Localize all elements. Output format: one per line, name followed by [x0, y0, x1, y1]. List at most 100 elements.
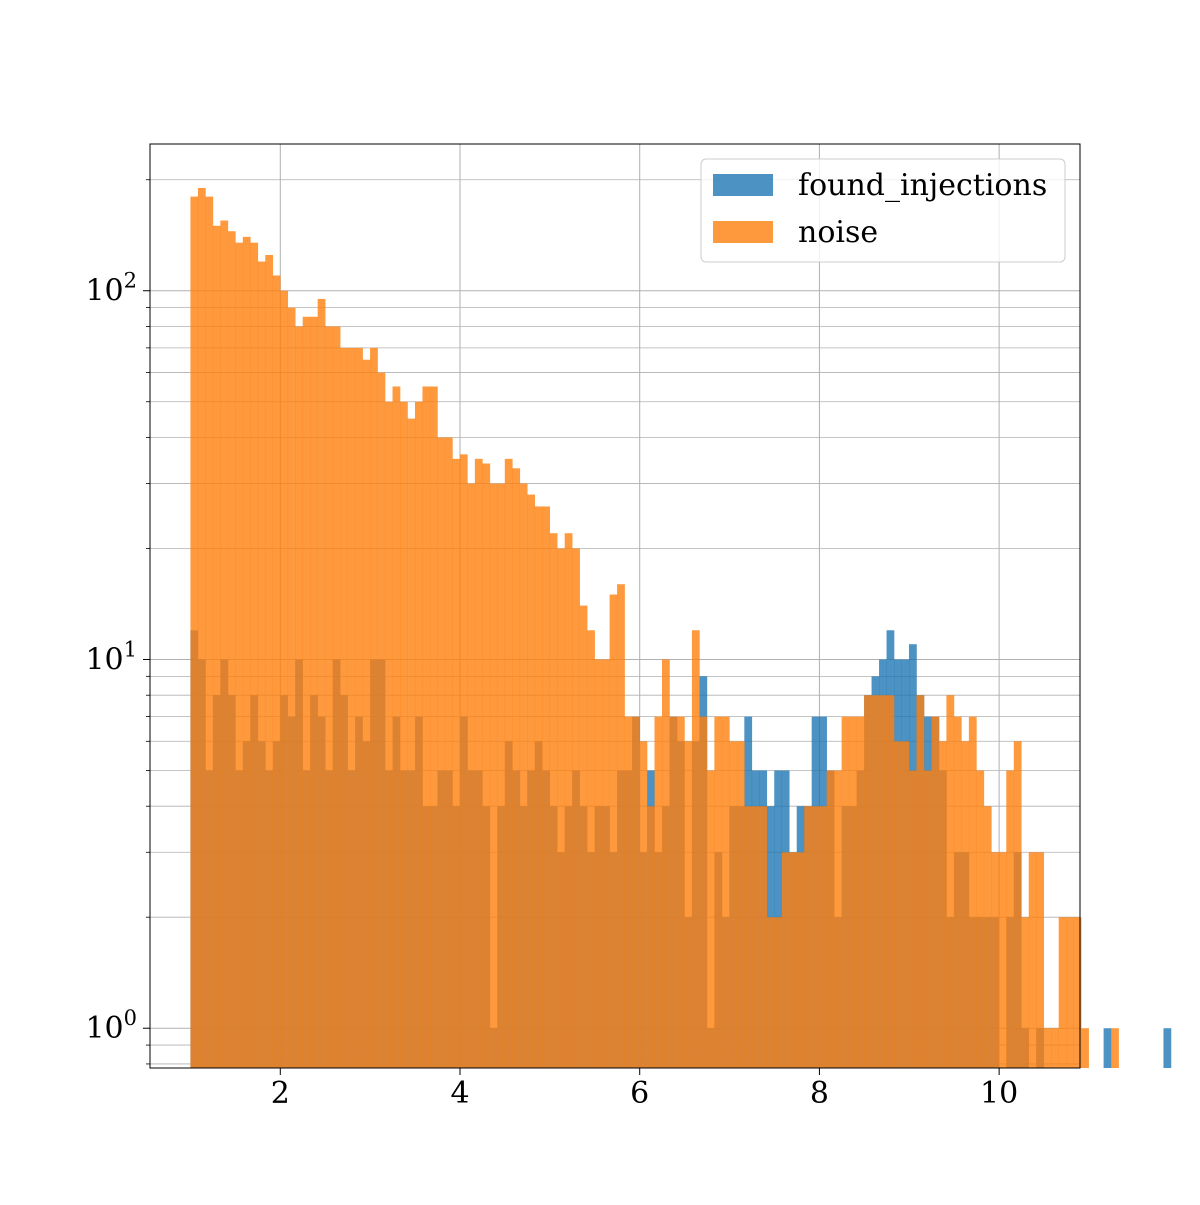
- bar-noise: [482, 463, 491, 1069]
- bar-noise: [407, 418, 416, 1068]
- bar-noise: [302, 316, 311, 1068]
- bar-noise: [579, 605, 588, 1068]
- bar-noise: [617, 584, 625, 1068]
- bar-noise: [205, 196, 214, 1068]
- bar-noise: [699, 716, 708, 1068]
- bar-noise: [849, 716, 857, 1068]
- bar-noise: [340, 347, 348, 1068]
- bar-noise: [714, 716, 723, 1068]
- bar-noise: [414, 401, 423, 1068]
- bar-noise: [691, 630, 700, 1068]
- x-tick-label: 8: [810, 1076, 829, 1111]
- series-noise: [190, 187, 1119, 1069]
- bar-noise: [459, 454, 468, 1068]
- bar-noise: [864, 695, 872, 1068]
- bar-noise: [647, 806, 655, 1068]
- bar-noise: [661, 659, 670, 1068]
- bar-noise: [916, 695, 925, 1068]
- axes-layer: 2 4 6 8 10 100 101 102: [85, 143, 1081, 1111]
- bar-noise: [527, 494, 536, 1068]
- bar-noise: [429, 386, 438, 1068]
- bar-noise: [856, 716, 865, 1068]
- bar-noise: [474, 458, 483, 1069]
- bar-noise: [796, 852, 805, 1068]
- bar-noise: [564, 533, 573, 1068]
- bar-noise: [1066, 917, 1074, 1068]
- bar-noise: [908, 770, 917, 1068]
- bar-noise: [901, 741, 910, 1068]
- y-tick-label: 102: [85, 269, 137, 309]
- bar-noise: [609, 594, 618, 1068]
- bar-noise: [632, 716, 640, 1068]
- bar-noise: [542, 506, 551, 1068]
- bar-noise: [744, 806, 753, 1068]
- bar-noise: [804, 806, 812, 1068]
- bar-noise: [519, 483, 528, 1068]
- bar-noise: [736, 741, 745, 1068]
- bar-noise: [257, 261, 266, 1068]
- bar-noise: [706, 770, 715, 1068]
- bar-noise: [1013, 741, 1022, 1068]
- bar-noise: [968, 716, 977, 1068]
- bar-noise: [242, 236, 251, 1068]
- bar-noise: [729, 741, 738, 1068]
- bars-layer: [190, 187, 1172, 1069]
- bar-noise: [295, 326, 304, 1068]
- bar-noise: [639, 741, 648, 1068]
- bar-noise: [923, 770, 932, 1068]
- bar-noise: [280, 290, 289, 1068]
- bar-noise: [549, 533, 558, 1068]
- bar-noise: [534, 506, 543, 1068]
- bar-noise: [310, 316, 318, 1068]
- bar-noise: [400, 401, 408, 1068]
- bar-noise: [467, 483, 476, 1068]
- y-tick-label: 100: [85, 1006, 137, 1046]
- bar-noise: [572, 548, 580, 1068]
- bar-noise: [1028, 852, 1037, 1068]
- bar-noise: [594, 659, 603, 1068]
- bar-noise: [347, 347, 356, 1068]
- bar-noise: [227, 231, 236, 1069]
- x-tick-label: 10: [980, 1076, 1018, 1111]
- legend-label-found-injections: found_injections: [798, 168, 1047, 203]
- bar-noise: [437, 437, 446, 1068]
- bar-noise: [1036, 852, 1045, 1068]
- bar-noise: [1021, 917, 1030, 1068]
- bar-noise: [1051, 1028, 1059, 1068]
- bar-noise: [871, 695, 880, 1068]
- bar-noise: [602, 659, 610, 1068]
- bar-noise: [774, 917, 783, 1068]
- bar-noise: [669, 716, 678, 1068]
- bar-noise: [789, 852, 798, 1068]
- bar-noise: [385, 401, 393, 1068]
- bar-noise: [332, 326, 341, 1068]
- bar-noise: [841, 716, 850, 1068]
- bar-noise: [197, 187, 206, 1068]
- bar-noise: [587, 630, 595, 1068]
- bar-noise: [676, 716, 685, 1068]
- bar-noise: [265, 255, 274, 1068]
- bar-noise: [512, 468, 521, 1068]
- bar-noise: [879, 695, 887, 1068]
- bar-noise: [392, 386, 401, 1068]
- bar-noise: [886, 695, 895, 1068]
- bar-noise: [938, 741, 947, 1068]
- bar-noise: [998, 852, 1007, 1068]
- bar-noise: [684, 741, 693, 1068]
- bar-noise: [444, 437, 453, 1068]
- bar-noise: [489, 483, 498, 1068]
- bar-noise: [422, 386, 431, 1068]
- bar-noise: [220, 220, 229, 1068]
- bar-noise: [983, 806, 992, 1068]
- bar-noise: [946, 695, 955, 1068]
- bar-noise: [362, 359, 371, 1069]
- bar-noise: [325, 326, 333, 1068]
- bar-noise: [781, 852, 790, 1068]
- bar-noise: [766, 917, 775, 1068]
- y-tick-label: 101: [85, 637, 137, 677]
- bar-noise: [272, 275, 281, 1068]
- bar-noise: [953, 716, 962, 1068]
- x-tick-label: 4: [450, 1076, 469, 1111]
